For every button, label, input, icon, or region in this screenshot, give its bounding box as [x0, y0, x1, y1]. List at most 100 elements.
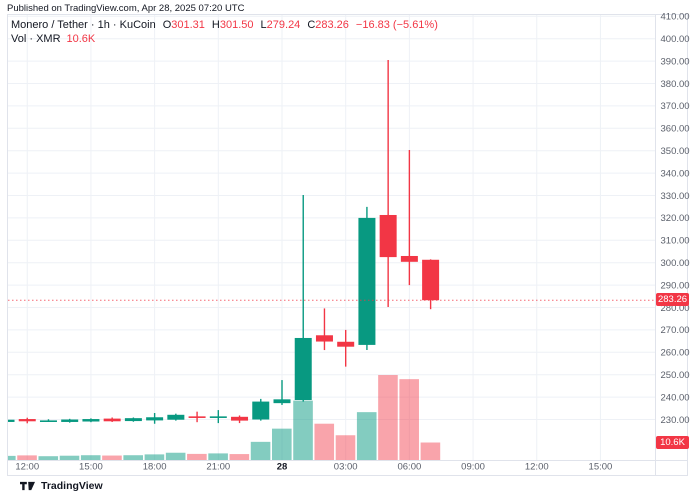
low-label: L [260, 19, 267, 31]
volume-bar-18:00 [144, 454, 165, 460]
last-volume-badge: 10.6K [656, 436, 689, 449]
candle-body-00:00 [273, 399, 291, 404]
price-tick-label: 310.00 [661, 236, 690, 247]
volume-bar-20:00 [187, 453, 207, 460]
candle-body-15:00 [82, 419, 100, 422]
time-tick-label: 03:00 [334, 462, 358, 473]
volume-bar-11:00 [8, 455, 16, 460]
volume-bar-06:00 [399, 379, 419, 460]
open-value: 301.31 [171, 19, 205, 31]
price-tick-label: 330.00 [661, 191, 690, 202]
time-tick-label: 12:00 [15, 462, 39, 473]
price-tick-label: 380.00 [661, 79, 690, 90]
price-tick-label: 410.00 [661, 12, 690, 23]
candle-body-01:00 [294, 337, 312, 401]
volume-bar-17:00 [123, 455, 143, 460]
time-tick-label: 18:00 [143, 462, 167, 473]
change-value: −16.83 (−5.61%) [355, 19, 438, 31]
volume-bar-05:00 [378, 375, 398, 460]
candle-body-05:00 [379, 214, 397, 258]
price-tick-label: 230.00 [661, 415, 690, 426]
price-tick-label: 390.00 [661, 56, 690, 67]
volume-bar-04:00 [356, 412, 377, 460]
time-axis[interactable]: 12:00 15:00 18:00 21:00 28 03:00 06:00 09:00 12:… [15, 462, 612, 473]
published-caption: Published on TradingView.com, Apr 28, 20… [7, 3, 245, 14]
volume-bar-12:00 [17, 455, 37, 460]
chart-card [7, 14, 688, 476]
candle-body-17:00 [124, 418, 142, 422]
volume-value: 10.6K [66, 33, 96, 45]
volume-bar-07:00 [420, 442, 441, 460]
price-tick-label: 400.00 [661, 34, 690, 45]
price-tick-label: 370.00 [661, 101, 690, 112]
grid [8, 15, 656, 460]
time-tick-label: 21:00 [206, 462, 230, 473]
tradingview-brand: TradingView [41, 480, 103, 492]
time-tick-label: 28 [277, 462, 288, 473]
high-value: 301.50 [219, 19, 254, 31]
price-tick-label: 260.00 [661, 348, 690, 359]
volume-series [8, 375, 441, 460]
time-tick-label: 15:00 [79, 462, 103, 473]
candle-body-19:00 [167, 414, 185, 420]
candle-body-02:00 [315, 335, 333, 342]
close-value: 283.26 [315, 19, 349, 31]
volume-bar-21:00 [208, 453, 228, 460]
price-tick-label: 360.00 [661, 124, 690, 135]
volume-bar-15:00 [80, 455, 101, 460]
price-tick-label: 280.00 [661, 303, 690, 314]
volume-bar-22:00 [229, 454, 250, 460]
price-tick-label: 250.00 [661, 370, 690, 381]
volume-bar-03:00 [335, 435, 356, 460]
candle-body-18:00 [146, 417, 164, 421]
price-tick-label: 320.00 [661, 213, 690, 224]
time-tick-label: 12:00 [525, 462, 549, 473]
price-tick-label: 300.00 [661, 258, 690, 269]
candle-body-11:00 [8, 419, 15, 422]
low-value: 279.24 [266, 19, 301, 31]
candle-body-12:00 [18, 419, 36, 422]
price-tick-label: 270.00 [661, 325, 690, 336]
legend-volume-row: Vol · XMR 10.6K [11, 33, 438, 46]
time-tick-label: 09:00 [461, 462, 485, 473]
volume-bar-23:00 [250, 441, 271, 460]
volume-label: Vol · XMR [11, 33, 61, 45]
candle-body-22:00 [231, 416, 249, 421]
candle-body-23:00 [252, 401, 270, 420]
volume-bar-19:00 [165, 452, 186, 460]
candle-body-06:00 [400, 255, 418, 262]
candle-body-16:00 [103, 418, 121, 422]
volume-bar-16:00 [102, 455, 122, 460]
high-label: H [211, 19, 220, 31]
tradingview-logo-icon [20, 481, 35, 491]
candle-body-20:00 [188, 416, 206, 418]
time-tick-label: 06:00 [397, 462, 421, 473]
time-tick-label: 15:00 [589, 462, 613, 473]
price-tick-label: 340.00 [661, 168, 690, 179]
candle-body-03:00 [337, 341, 355, 347]
tradingview-attribution[interactable]: TradingView [20, 480, 103, 492]
volume-bar-13:00 [38, 456, 59, 460]
close-label: C [307, 19, 316, 31]
volume-bar-01:00 [293, 400, 313, 460]
candle-series [8, 59, 440, 424]
symbol-title: Monero / Tether · 1h · KuCoin [11, 19, 156, 31]
candle-body-07:00 [422, 259, 440, 301]
legend-symbol-row: Monero / Tether · 1h · KuCoin O301.31 H301… [11, 19, 438, 32]
price-tick-label: 290.00 [661, 280, 690, 291]
price-tick-label: 350.00 [661, 146, 690, 157]
candle-body-04:00 [358, 217, 376, 345]
last-price-badge: 283.26 [656, 293, 689, 306]
price-tick-label: 240.00 [661, 392, 690, 403]
candle-body-21:00 [209, 416, 227, 418]
open-label: O [162, 19, 172, 31]
candle-body-13:00 [39, 420, 57, 422]
candle-body-14:00 [61, 419, 79, 422]
price-axis[interactable]: 410.00 400.00 390.00 380.00 370.00 360.00 350.… [661, 12, 690, 426]
volume-bar-02:00 [314, 423, 335, 460]
volume-bar-14:00 [59, 455, 80, 460]
volume-bar-00:00 [272, 428, 292, 460]
chart-legend: Monero / Tether · 1h · KuCoin O301.31 H301… [11, 19, 438, 47]
